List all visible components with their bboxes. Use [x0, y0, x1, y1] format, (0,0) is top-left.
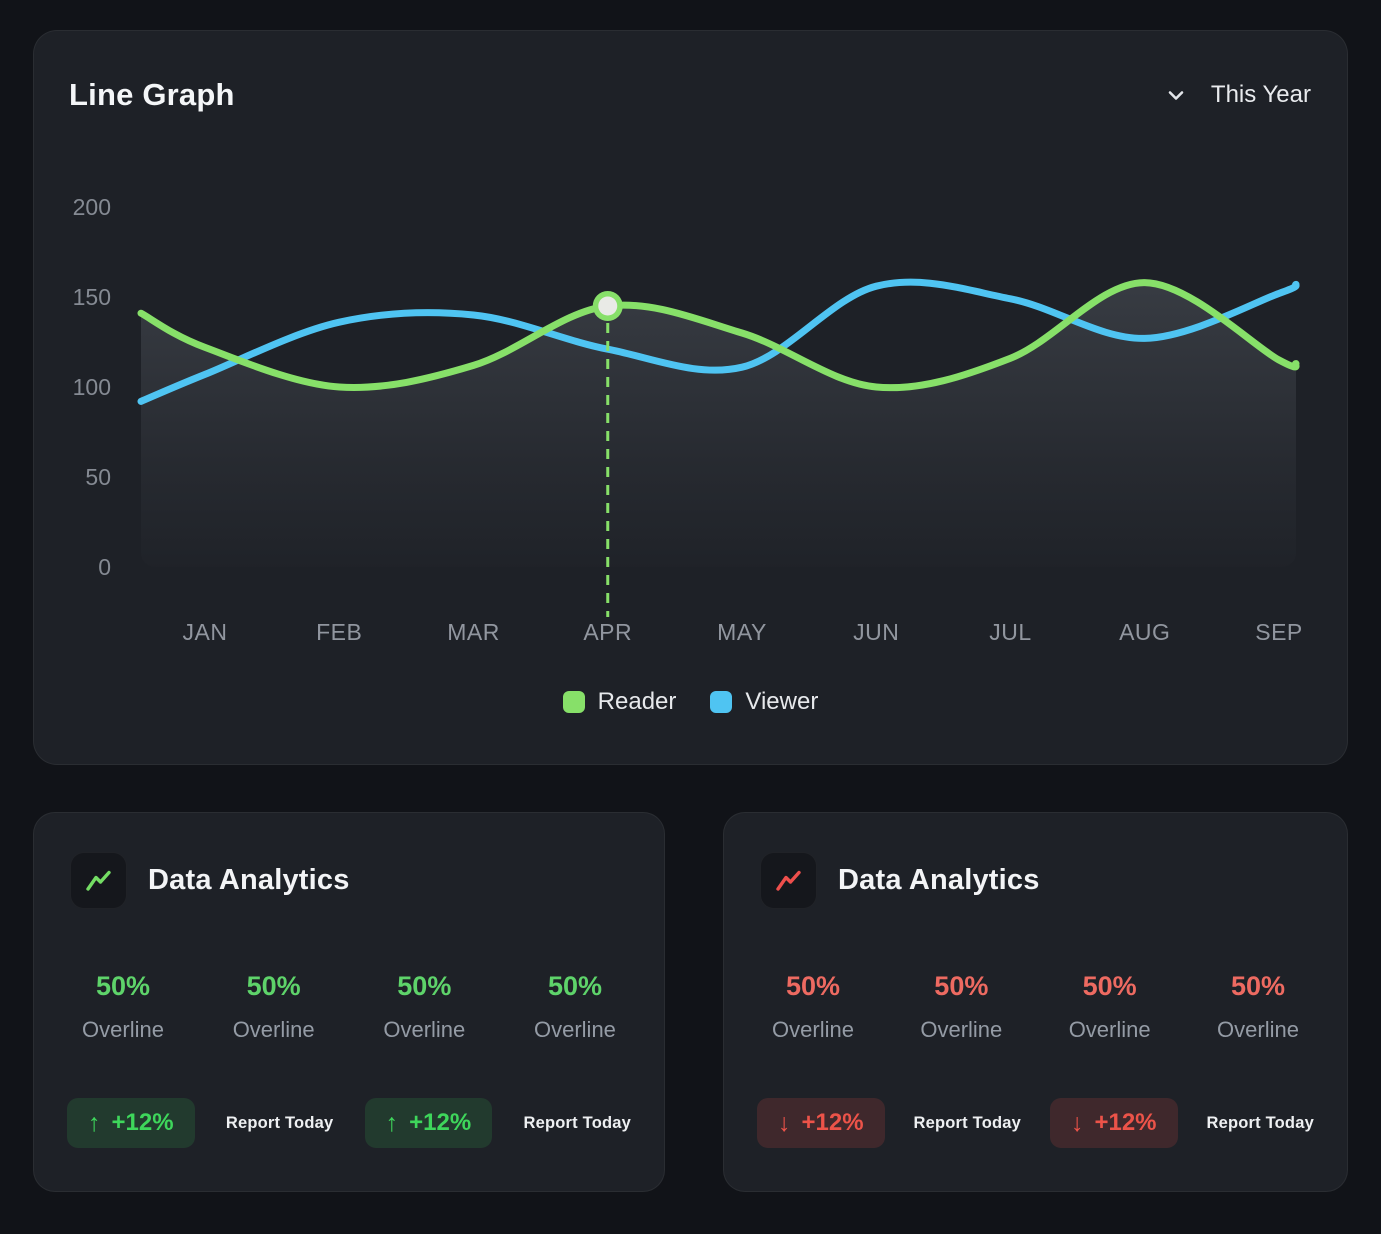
change-value: +12%	[801, 1109, 864, 1136]
x-axis-tick: SEP	[1255, 619, 1303, 645]
stat-item: 50% Overline	[1202, 971, 1314, 1043]
report-today-label[interactable]: Report Today	[1206, 1113, 1314, 1132]
chart-title: Line Graph	[69, 77, 235, 112]
footer-row: ↑ +12% Report Today ↑ +12% Report Today	[67, 1098, 631, 1148]
highlight-point-core	[598, 296, 618, 316]
x-axis-tick: JUN	[853, 619, 899, 645]
icon-box	[70, 852, 127, 909]
line-chart: 200 150 100 50 0 JAN FEB MAR APR MAY JUN JUL AUG SEP	[73, 194, 1303, 645]
arrow-up-icon: ↑	[385, 1108, 399, 1137]
stat-value: 50%	[397, 971, 452, 1001]
stat-label: Overline	[383, 1017, 466, 1042]
stat-label: Overline	[772, 1017, 854, 1042]
stat-value: 50%	[1230, 971, 1285, 1001]
stat-label: Overline	[232, 1017, 315, 1042]
stat-label: Overline	[534, 1017, 616, 1042]
chevron-down-icon	[1168, 91, 1184, 100]
change-badge[interactable]: ↑ +12%	[364, 1098, 493, 1148]
card-title: Data Analytics	[148, 864, 350, 896]
change-value: +12%	[409, 1109, 472, 1136]
arrow-up-icon: ↑	[88, 1108, 101, 1137]
change-badge[interactable]: ↓ +12%	[1049, 1098, 1178, 1148]
icon-box	[760, 852, 817, 909]
card-header: Data Analytics	[760, 852, 1040, 909]
chart-legend: Reader Viewer	[34, 688, 1347, 716]
x-axis-tick: MAY	[717, 619, 767, 645]
stat-label: Overline	[82, 1017, 164, 1042]
period-label: This Year	[1210, 81, 1311, 108]
y-axis-tick: 200	[73, 194, 111, 220]
y-axis-tick: 100	[73, 374, 111, 400]
y-axis-tick: 50	[85, 464, 111, 490]
x-axis-tick: APR	[583, 619, 632, 645]
x-axis-tick: JUL	[989, 619, 1031, 645]
reader-swatch	[562, 691, 585, 713]
report-today-label[interactable]: Report Today	[523, 1113, 631, 1132]
report-today-label[interactable]: Report Today	[913, 1113, 1022, 1132]
y-axis-tick: 0	[98, 554, 111, 580]
legend-item-viewer[interactable]: Viewer	[710, 688, 818, 716]
x-axis-tick: FEB	[316, 619, 362, 645]
stat-item: 50% Overline	[67, 971, 179, 1043]
card-title: Data Analytics	[838, 864, 1040, 896]
trend-line-icon	[776, 870, 801, 891]
legend-item-reader[interactable]: Reader	[562, 688, 677, 716]
stats-row: 50% Overline 50% Overline 50% Overline 5…	[67, 971, 631, 1043]
report-today-label[interactable]: Report Today	[225, 1113, 334, 1132]
change-badge[interactable]: ↓ +12%	[757, 1098, 885, 1148]
stat-value: 50%	[785, 971, 841, 1001]
x-axis-tick: JAN	[183, 619, 228, 645]
reader-area	[141, 282, 1296, 567]
stat-label: Overline	[920, 1017, 1003, 1042]
chart-header: Line Graph This Year	[69, 77, 1311, 113]
stat-value: 50%	[934, 971, 989, 1001]
period-selector[interactable]: This Year	[1164, 81, 1311, 109]
arrow-down-icon: ↓	[778, 1108, 791, 1137]
stats-row: 50% Overline 50% Overline 50% Overline 5…	[757, 971, 1314, 1043]
line-graph-card: Line Graph This Year 200 150 100 50 0 JAN FEB M…	[33, 30, 1348, 765]
stat-value: 50%	[1082, 971, 1137, 1001]
x-axis-tick: MAR	[447, 619, 500, 645]
stat-value: 50%	[246, 971, 301, 1001]
stat-item: 50% Overline	[757, 971, 869, 1043]
viewer-swatch	[710, 691, 733, 713]
data-analytics-card-down: Data Analytics 50% Overline 50% Overline…	[723, 812, 1348, 1192]
x-axis-tick: AUG	[1119, 619, 1170, 645]
stat-item: 50% Overline	[218, 971, 330, 1043]
reader-line	[137, 279, 1300, 392]
legend-label-viewer: Viewer	[745, 688, 819, 715]
viewer-line	[137, 278, 1300, 405]
card-header: Data Analytics	[70, 852, 350, 909]
change-value: +12%	[1094, 1109, 1157, 1136]
stat-value: 50%	[547, 971, 602, 1001]
trend-line-icon	[86, 870, 111, 891]
legend-label-reader: Reader	[597, 688, 677, 715]
stat-label: Overline	[1068, 1017, 1151, 1042]
stat-item: 50% Overline	[1054, 971, 1166, 1043]
stat-value: 50%	[95, 971, 151, 1001]
arrow-down-icon: ↓	[1070, 1108, 1084, 1137]
footer-row: ↓ +12% Report Today ↓ +12% Report Today	[757, 1098, 1314, 1148]
data-analytics-card-up: Data Analytics 50% Overline 50% Overline…	[33, 812, 665, 1192]
stat-item: 50% Overline	[519, 971, 631, 1043]
stat-item: 50% Overline	[368, 971, 480, 1043]
stat-label: Overline	[1217, 1017, 1299, 1042]
stat-item: 50% Overline	[905, 971, 1017, 1043]
change-value: +12%	[111, 1109, 174, 1136]
change-badge[interactable]: ↑ +12%	[67, 1098, 195, 1148]
y-axis-tick: 150	[73, 284, 111, 310]
